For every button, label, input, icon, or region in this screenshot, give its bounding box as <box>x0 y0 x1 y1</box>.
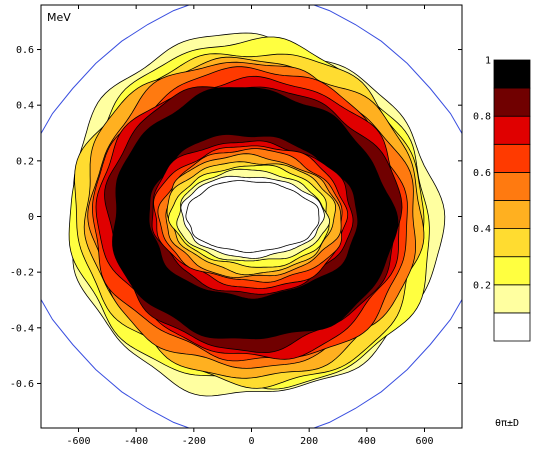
y-tick-label: -0.4 <box>10 323 34 334</box>
x-tick-label: 600 <box>415 436 433 447</box>
contour-layer <box>68 32 446 397</box>
x-tick-label: 0 <box>248 436 254 447</box>
corner-label: θπ±D <box>495 418 519 429</box>
colorbar-tick-label: 1 <box>485 56 491 67</box>
y-tick-label: 0.6 <box>16 45 34 56</box>
y-tick-label: 0 <box>28 212 34 223</box>
x-tick-label: 200 <box>300 436 318 447</box>
colorbar: 1 0.8 0.6 0.4 0.2 <box>473 56 531 342</box>
x-axis: -600 -400 -200 0 200 400 600 <box>66 5 434 447</box>
colorbar-swatch-0 <box>493 312 531 342</box>
colorbar-swatch-1 <box>493 284 531 314</box>
plot-area <box>40 4 463 429</box>
contour-hole <box>185 180 320 253</box>
colorbar-swatch-2 <box>493 256 531 286</box>
y-tick-label: 0.4 <box>16 101 34 112</box>
boundary-curve-3 <box>312 298 462 428</box>
colorbar-tick-label: 0.6 <box>473 168 491 179</box>
colorbar-swatch-4 <box>493 200 531 230</box>
colorbar-swatch-6 <box>493 143 531 173</box>
x-tick-label: 400 <box>358 436 376 447</box>
colorbar-tick-label: 0.4 <box>473 224 491 235</box>
boundary-curve-1 <box>312 5 462 135</box>
y-tick-label: -0.6 <box>10 379 34 390</box>
colorbar-tick-label: 0.2 <box>473 280 491 291</box>
x-tick-label: -600 <box>66 436 90 447</box>
x-tick-label: -200 <box>182 436 206 447</box>
y-tick-label: -0.2 <box>10 268 34 279</box>
colorbar-swatch-9 <box>493 59 531 89</box>
boundary-curve-0 <box>41 5 191 135</box>
colorbar-swatch-3 <box>493 228 531 258</box>
y-tick-label: 0.2 <box>16 156 34 167</box>
colorbar-swatch-5 <box>493 171 531 201</box>
unit-label: MeV <box>47 11 71 24</box>
colorbar-swatch-7 <box>493 115 531 145</box>
boundary-curve-2 <box>41 298 191 428</box>
colorbar-swatch-8 <box>493 87 531 117</box>
colorbar-tick-label: 0.8 <box>473 112 491 123</box>
y-axis: 0.6 0.4 0.2 0 -0.2 -0.4 -0.6 <box>10 45 462 390</box>
kinematic-boundary <box>41 5 462 428</box>
x-tick-label: -400 <box>124 436 148 447</box>
